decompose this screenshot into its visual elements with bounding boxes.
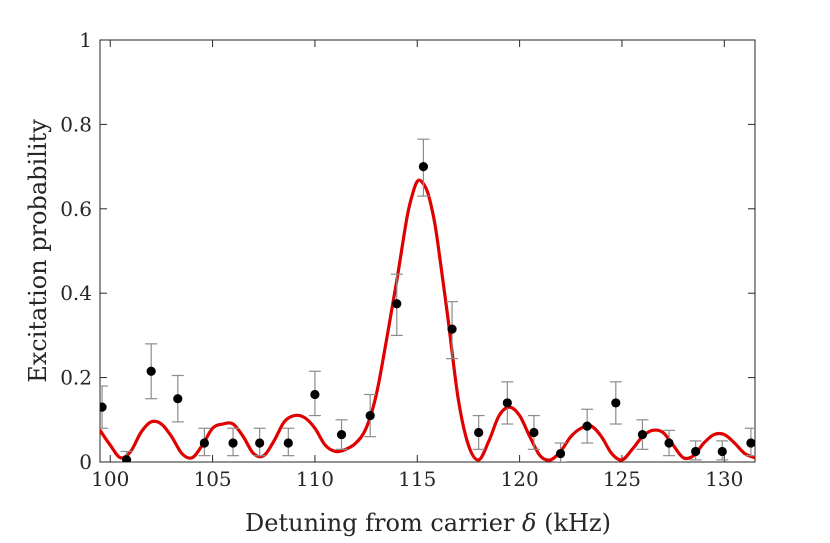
data-point: [746, 438, 755, 448]
data-point: [502, 398, 512, 408]
data-point: [529, 427, 539, 438]
y-tick-label: 0.2: [60, 366, 92, 390]
y-tick-label: 0.6: [60, 197, 92, 221]
fit-curve-line: [100, 178, 755, 462]
y-axis-ticks: 0 0.2 0.4 0.6 0.8 1: [60, 28, 755, 474]
y-tick-label: 0: [79, 450, 92, 474]
y-tick-label: 1: [79, 28, 92, 52]
data-point: [255, 438, 265, 448]
x-axis-ticks: 100 105 110 115 120 125 130: [91, 40, 743, 491]
data-point: [418, 162, 429, 172]
data-point: [122, 455, 132, 462]
error-bars: [100, 138, 755, 462]
y-axis-label: Excitation probability: [24, 119, 52, 383]
x-tick-label: 130: [705, 467, 743, 491]
data-points: [100, 162, 755, 462]
data-point: [310, 389, 320, 400]
data-point: [582, 421, 592, 431]
x-tick-label: 110: [296, 467, 334, 491]
data-point: [717, 446, 727, 457]
x-tick-label: 120: [501, 467, 539, 491]
data-point: [392, 299, 402, 309]
fit-curve-layer: [100, 178, 755, 462]
y-tick-label: 0.4: [60, 281, 92, 305]
data-point: [146, 366, 156, 376]
data-point: [611, 398, 621, 408]
data-point: [637, 429, 648, 440]
x-axis-label: Detuning from carrier δ (kHz): [245, 509, 611, 537]
data-point: [199, 438, 209, 448]
data-point: [336, 429, 347, 440]
x-tick-label: 105: [193, 467, 231, 491]
data-point: [365, 410, 375, 421]
x-tick-label: 125: [603, 467, 641, 491]
data-point: [228, 438, 238, 448]
data-point: [691, 446, 701, 457]
data-point: [173, 394, 183, 404]
data-point: [283, 438, 293, 448]
data-point: [447, 324, 457, 334]
data-point: [555, 448, 566, 459]
y-tick-label: 0.8: [60, 112, 92, 136]
data-point: [100, 402, 107, 412]
x-tick-label: 100: [91, 467, 129, 491]
x-tick-label: 115: [398, 467, 436, 491]
data-point: [664, 438, 674, 448]
plot-area-frame: [99, 39, 756, 463]
data-point: [474, 427, 484, 438]
